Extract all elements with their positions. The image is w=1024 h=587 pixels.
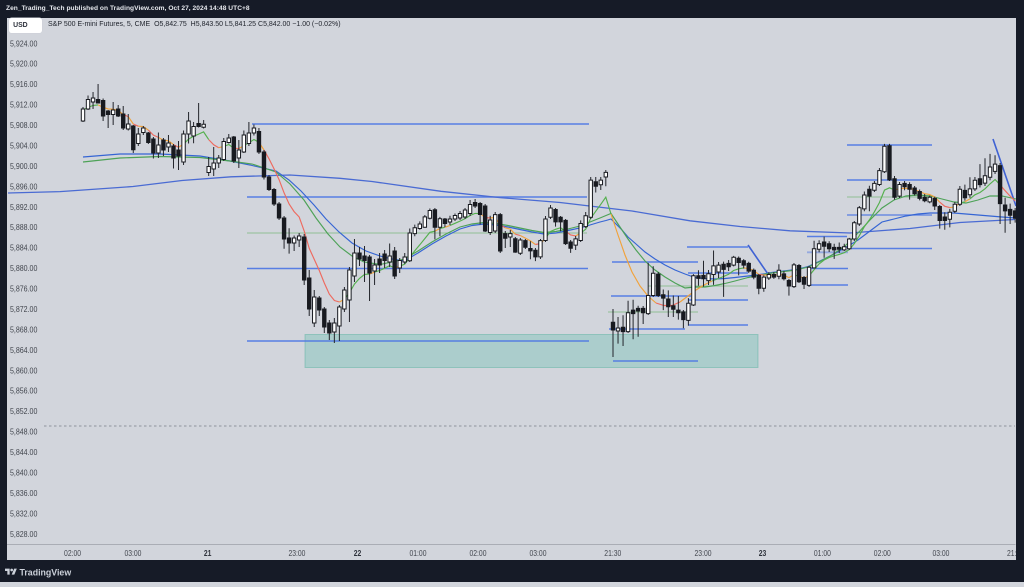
svg-text:21:30: 21:30 [604, 548, 621, 558]
svg-text:5,880.00: 5,880.00 [10, 263, 38, 273]
svg-text:5,860.00: 5,860.00 [10, 366, 38, 376]
svg-text:5,864.00: 5,864.00 [10, 345, 38, 355]
svg-text:01:00: 01:00 [814, 548, 831, 558]
svg-text:5,844.00: 5,844.00 [10, 447, 38, 457]
svg-text:01:00: 01:00 [409, 548, 426, 558]
svg-text:5,828.00: 5,828.00 [10, 529, 38, 539]
svg-text:03:00: 03:00 [124, 548, 141, 558]
svg-text:02:00: 02:00 [64, 548, 81, 558]
svg-text:5,876.00: 5,876.00 [10, 284, 38, 294]
svg-text:5,896.00: 5,896.00 [10, 182, 38, 192]
svg-text:5,908.00: 5,908.00 [10, 120, 38, 130]
svg-text:03:00: 03:00 [932, 548, 949, 558]
svg-text:02:00: 02:00 [469, 548, 486, 558]
svg-text:5,888.00: 5,888.00 [10, 223, 38, 233]
svg-text:5,872.00: 5,872.00 [10, 304, 38, 314]
svg-text:5,920.00: 5,920.00 [10, 59, 38, 69]
svg-text:5,852.00: 5,852.00 [10, 406, 38, 416]
svg-text:23:00: 23:00 [288, 548, 305, 558]
svg-text:5,868.00: 5,868.00 [10, 325, 38, 335]
svg-text:5,832.00: 5,832.00 [10, 509, 38, 519]
svg-text:5,924.00: 5,924.00 [10, 39, 38, 49]
svg-text:23:00: 23:00 [695, 548, 712, 558]
svg-text:23: 23 [759, 548, 767, 558]
svg-text:5,916.00: 5,916.00 [10, 80, 38, 90]
svg-text:5,912.00: 5,912.00 [10, 100, 38, 110]
svg-text:5,856.00: 5,856.00 [10, 386, 38, 396]
svg-text:5,836.00: 5,836.00 [10, 488, 38, 498]
svg-text:5,900.00: 5,900.00 [10, 161, 38, 171]
svg-text:5,892.00: 5,892.00 [10, 202, 38, 212]
svg-text:5,848.00: 5,848.00 [10, 427, 38, 437]
svg-text:21: 21 [204, 548, 212, 558]
svg-text:02:00: 02:00 [874, 548, 891, 558]
svg-text:5,904.00: 5,904.00 [10, 141, 38, 151]
svg-text:03:00: 03:00 [529, 548, 546, 558]
svg-text:5,840.00: 5,840.00 [10, 468, 38, 478]
svg-text:22: 22 [354, 548, 362, 558]
svg-text:5,884.00: 5,884.00 [10, 243, 38, 253]
